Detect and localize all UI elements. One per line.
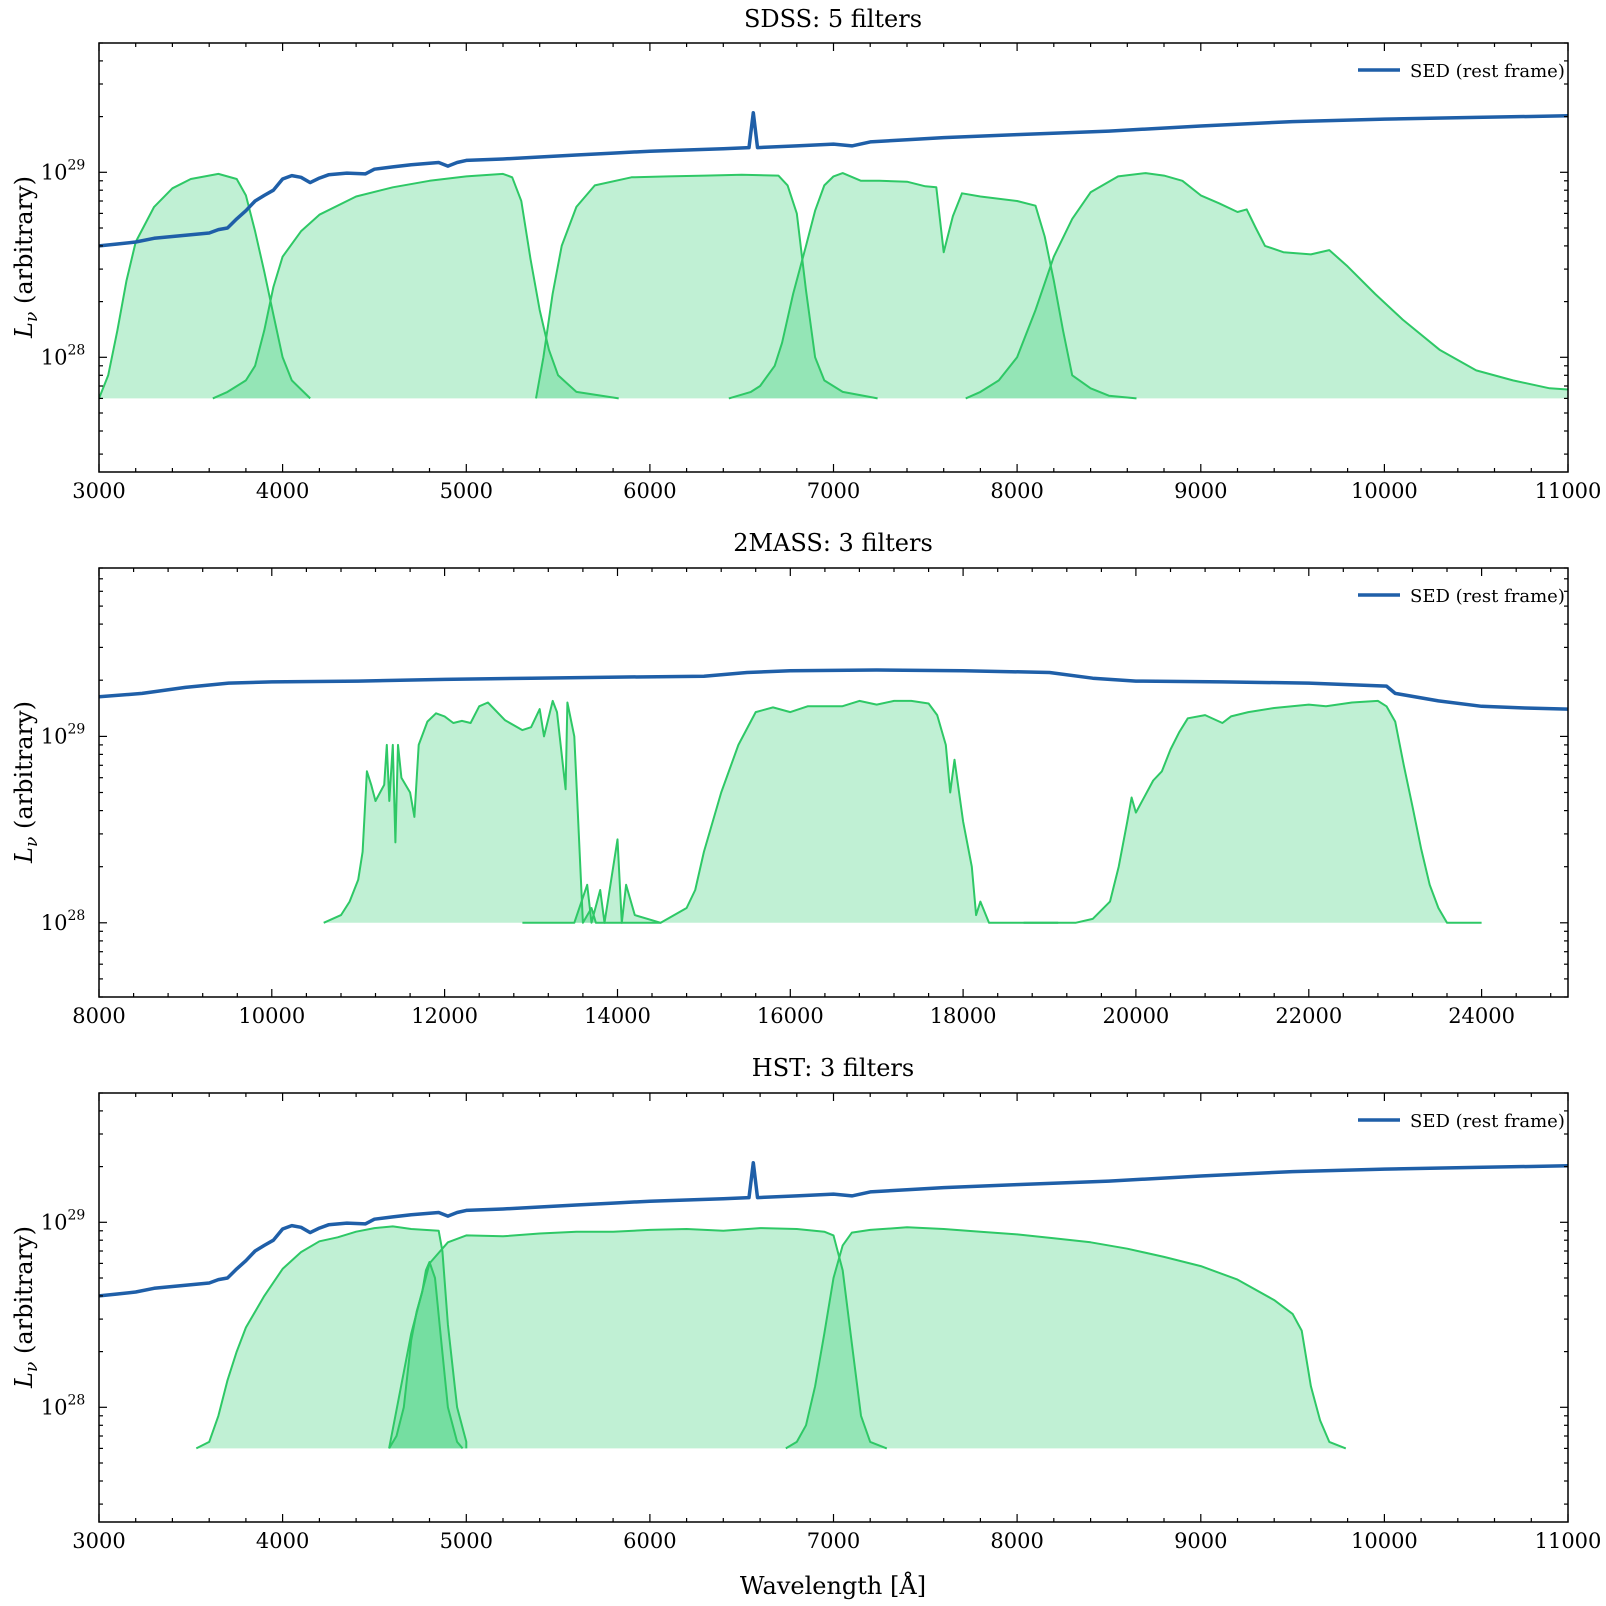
x-tick-label: 6000 <box>623 1529 676 1553</box>
filter-curve-fill-3 <box>1023 700 1482 923</box>
x-tick-label: 10000 <box>1351 1529 1418 1553</box>
y-axis-label-text: (arbitrary) <box>10 176 38 312</box>
y-axis-label: Lν (arbitrary) <box>10 701 42 864</box>
y-axis-label-symbol: L <box>10 322 38 339</box>
filter-curve-fill-2 <box>212 173 619 399</box>
x-tick-label: 3000 <box>72 1529 125 1553</box>
filter-curve-fill-1 <box>323 700 661 923</box>
x-tick-label: 10000 <box>238 1004 305 1028</box>
plot-area <box>99 1160 1568 1450</box>
filter-curve-fill-3 <box>536 174 878 399</box>
y-tick-label: 1029 <box>41 1207 86 1234</box>
filter-curve-line-4 <box>785 1226 1347 1450</box>
y-axis-label-text: (arbitrary) <box>10 1226 38 1362</box>
legend-label: SED (rest frame) <box>1410 586 1565 607</box>
x-tick-label: 12000 <box>411 1004 478 1028</box>
filter-curve-fill-4 <box>728 173 1137 399</box>
filter-curve-line-4 <box>728 172 1137 400</box>
axis-ticks: 8000 10000 12000 14000 16000 18000 20000 22000 2… <box>41 567 1568 1028</box>
y-tick-label: 1028 <box>41 908 86 935</box>
plot-area <box>99 668 1568 924</box>
filter-curve-line-1 <box>99 172 311 400</box>
y-axis-label-symbol: L <box>10 847 38 864</box>
panel-title: HST: 3 filters <box>752 1054 914 1082</box>
x-tick-label: 18000 <box>930 1004 997 1028</box>
x-tick-label: 9000 <box>1174 479 1227 503</box>
y-axis-label-subscript: ν <box>22 312 42 322</box>
filter-curve-fill-3 <box>389 1228 887 1449</box>
x-tick-label: 4000 <box>256 479 309 503</box>
x-tick-label: 22000 <box>1275 1004 1342 1028</box>
filter-curve-line-3 <box>1023 699 1482 924</box>
sed-line <box>99 668 1568 711</box>
x-tick-label: 6000 <box>623 479 676 503</box>
x-tick-label: 3000 <box>72 479 125 503</box>
x-tick-label: 16000 <box>757 1004 824 1028</box>
x-axis-label: Wavelength [Å] <box>740 1571 926 1600</box>
legend: SED (rest frame) <box>1358 586 1565 607</box>
x-tick-label: 14000 <box>584 1004 651 1028</box>
y-tick-label: 1029 <box>41 721 86 748</box>
x-tick-label: 10000 <box>1351 479 1418 503</box>
x-tick-label: 8000 <box>990 1529 1043 1553</box>
x-tick-label: 24000 <box>1448 1004 1515 1028</box>
filter-curve-fill-2 <box>389 1262 463 1449</box>
y-axis-label-subscript: ν <box>22 1362 42 1372</box>
filter-curve-line-5 <box>965 172 1568 400</box>
legend-label: SED (rest frame) <box>1410 1111 1565 1132</box>
x-tick-label: 8000 <box>72 1004 125 1028</box>
x-tick-label: 7000 <box>807 479 860 503</box>
legend: SED (rest frame) <box>1358 1111 1565 1132</box>
x-tick-label: 9000 <box>1174 1529 1227 1553</box>
y-axis-label-subscript: ν <box>22 837 42 847</box>
filter-curve-fill-4 <box>785 1227 1346 1449</box>
filter-curve-fill-5 <box>965 173 1568 399</box>
filter-curve-fill-2 <box>522 700 1059 923</box>
filter-curve-line-3 <box>535 173 878 400</box>
x-tick-label: 4000 <box>256 1529 309 1553</box>
sed-line <box>99 110 1568 248</box>
x-tick-label: 11000 <box>1535 1529 1602 1553</box>
filter-curve-line-2 <box>522 699 1059 924</box>
sed-line <box>99 1160 1568 1298</box>
panel-title: SDSS: 5 filters <box>744 5 922 33</box>
filter-curve-line-2 <box>212 172 619 400</box>
y-tick-label: 1028 <box>41 342 86 369</box>
hst-panel: HST: 3 filters 3000 4000 5000 6000 7000 8000 9… <box>10 1054 1601 1600</box>
series-group <box>99 668 1568 924</box>
filter-curve-line-3 <box>388 1227 888 1450</box>
x-tick-label: 11000 <box>1535 479 1602 503</box>
x-tick-label: 5000 <box>440 1529 493 1553</box>
filter-curve-fill-1 <box>99 173 311 399</box>
axis-ticks: 3000 4000 5000 6000 7000 8000 9000 10000 11000 10… <box>41 1092 1602 1553</box>
x-tick-label: 8000 <box>990 479 1043 503</box>
y-axis-label-text: (arbitrary) <box>10 701 38 837</box>
filter-curve-line-1 <box>323 699 661 924</box>
y-axis-label-symbol: L <box>10 1372 38 1389</box>
2mass-panel: 2MASS: 3 filters 8000 10000 12000 14000 1600… <box>10 529 1569 1028</box>
legend-label: SED (rest frame) <box>1410 61 1565 82</box>
x-tick-label: 7000 <box>807 1529 860 1553</box>
x-tick-label: 20000 <box>1102 1004 1169 1028</box>
y-tick-label: 1029 <box>41 157 86 184</box>
axis-ticks: 3000 4000 5000 6000 7000 8000 9000 10000 11000 10… <box>41 42 1602 503</box>
filter-curve-line-2 <box>388 1261 464 1450</box>
series-group <box>99 1160 1568 1450</box>
sdss-panel: SDSS: 5 filters 3000 4000 5000 6000 7000 8000… <box>10 5 1601 503</box>
y-axis-label: Lν (arbitrary) <box>10 1226 42 1389</box>
plot-area <box>99 110 1568 400</box>
x-tick-label: 5000 <box>440 479 493 503</box>
panel-title: 2MASS: 3 filters <box>733 529 933 557</box>
legend: SED (rest frame) <box>1358 61 1565 82</box>
series-group <box>99 110 1568 400</box>
axes-frame <box>98 567 1569 998</box>
y-tick-label: 1028 <box>41 1392 86 1419</box>
filter-curve-line-1 <box>195 1225 468 1450</box>
y-axis-label: Lν (arbitrary) <box>10 176 42 339</box>
